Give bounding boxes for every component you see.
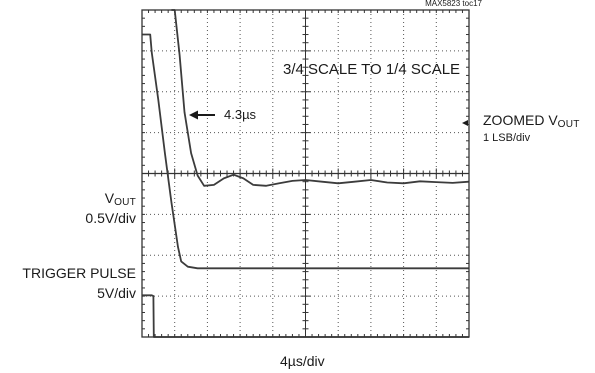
plot-frame: [141, 9, 470, 338]
figure-id: MAX5823 toc17: [425, 0, 482, 8]
channel-vout-name: VOUT: [104, 190, 136, 209]
channel-marker-icon: [462, 120, 468, 126]
trace-zoomed-vout: [171, 9, 470, 187]
channel-zoomed-vout-name: ZOOMED VOUT: [483, 112, 580, 131]
time-marker-label: 4.3µs: [224, 107, 257, 122]
grid: [141, 9, 470, 338]
channel-trigger-scale: 5V/div: [97, 285, 136, 301]
x-axis-label: 4µs/div: [280, 353, 325, 369]
scale-annotation: 3/4 SCALE TO 1/4 SCALE: [283, 61, 461, 78]
channel-vout-scale: 0.5V/div: [85, 210, 136, 226]
channel-zoomed-vout-scale: 1 LSB/div: [483, 132, 531, 144]
arrow-left-icon: [189, 110, 215, 120]
channel-trigger-name: TRIGGER PULSE: [22, 265, 136, 281]
trace-vout: [142, 33, 469, 270]
